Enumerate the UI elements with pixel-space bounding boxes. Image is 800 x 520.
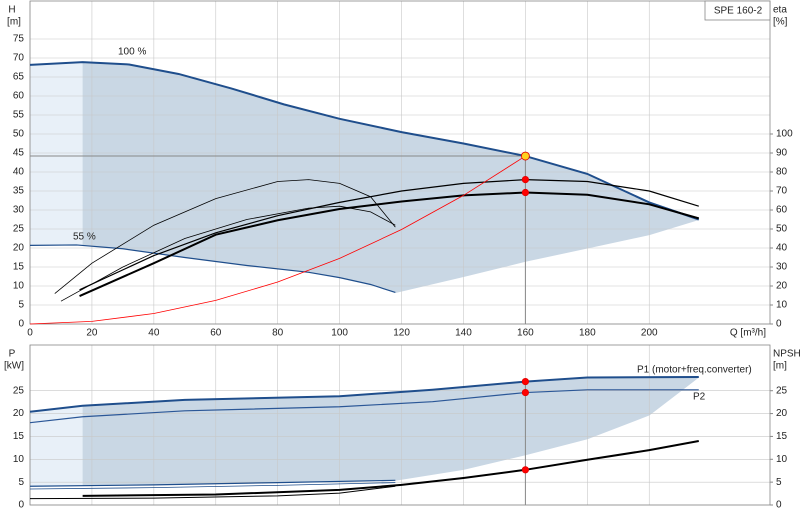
- title-box: [704, 0, 771, 21]
- curve-label: P2: [693, 392, 706, 403]
- y2-axis-label: NPSH: [773, 349, 800, 360]
- plot-frame: [29, 0, 771, 325]
- curve: [29, 389, 699, 424]
- area-edge: [395, 219, 699, 293]
- curve: [29, 479, 396, 487]
- y-tick-label: 15: [13, 431, 25, 442]
- x-tick-label: 120: [393, 328, 410, 339]
- duty-point: [521, 466, 529, 474]
- x-tick-label: 140: [455, 328, 472, 339]
- x-tick-label: 20: [86, 328, 98, 339]
- y2-tick-label: 25: [776, 385, 788, 396]
- y-tick-label: 60: [13, 91, 25, 102]
- y-tick-label: 65: [13, 72, 25, 83]
- y-tick-label: 50: [13, 129, 25, 140]
- duty-point: [521, 377, 529, 386]
- y-tick-label: 70: [13, 53, 25, 64]
- curve: [29, 61, 700, 221]
- y-tick-label: 5: [18, 300, 24, 311]
- duty-point: [520, 151, 530, 161]
- x-tick-label: 60: [210, 328, 222, 339]
- y2-tick-label: 20: [776, 408, 788, 419]
- x-tick-label: 160: [517, 328, 534, 339]
- curve: [29, 482, 396, 490]
- x-tick-label: 100: [331, 328, 348, 339]
- y-axis-unit: [m]: [7, 17, 21, 28]
- y2-axis-label: eta: [773, 5, 787, 16]
- curve: [82, 440, 699, 497]
- x-axis-label: Q [m³/h]: [730, 328, 766, 339]
- y2-tick-label: 80: [776, 167, 788, 178]
- y-tick-label: 20: [13, 243, 25, 254]
- y2-tick-label: 50: [776, 224, 788, 235]
- y2-tick-label: 15: [776, 431, 788, 442]
- x-tick-label: 0: [27, 328, 33, 339]
- y2-tick-label: 10: [776, 300, 788, 311]
- x-tick-label: 80: [272, 328, 284, 339]
- y-tick-label: 20: [13, 408, 25, 419]
- curve: [60, 205, 396, 302]
- chart-title: SPE 160-2: [714, 6, 763, 17]
- operating-area: [82, 377, 699, 486]
- y-tick-label: 5: [18, 477, 24, 488]
- y-tick-label: 10: [13, 281, 25, 292]
- y-tick-label: 35: [13, 186, 25, 197]
- x-tick-label: 180: [579, 328, 596, 339]
- y2-tick-label: 60: [776, 205, 788, 216]
- y-axis-unit: [kW]: [4, 361, 24, 372]
- curve: [29, 244, 396, 294]
- duty-point: [521, 188, 529, 197]
- curve: [29, 376, 699, 413]
- y2-tick-label: 40: [776, 243, 788, 254]
- y2-tick-label: 90: [776, 148, 788, 159]
- y-tick-label: 0: [18, 500, 24, 511]
- y-tick-label: 0: [18, 319, 24, 330]
- y-tick-label: 25: [13, 224, 25, 235]
- curve-label: 55 %: [73, 232, 96, 243]
- area-edge: [395, 376, 700, 481]
- y2-tick-label: 20: [776, 281, 788, 292]
- y-tick-label: 40: [13, 167, 25, 178]
- y-tick-label: 15: [13, 262, 25, 273]
- curve: [79, 191, 700, 297]
- y2-axis-unit: [%]: [773, 17, 788, 28]
- y-tick-label: 10: [13, 454, 25, 465]
- duty-point: [521, 176, 529, 184]
- y-tick-label: 30: [13, 205, 25, 216]
- y-tick-label: 25: [13, 385, 25, 396]
- y2-axis-unit: [m]: [773, 361, 787, 372]
- y2-tick-label: 0: [776, 500, 782, 511]
- curve-label: P1 (motor+freq.converter): [637, 365, 752, 376]
- y-tick-label: 55: [13, 110, 25, 121]
- y2-tick-label: 70: [776, 186, 788, 197]
- curve-label: 100 %: [118, 47, 146, 58]
- y2-tick-label: 10: [776, 454, 788, 465]
- curve: [29, 485, 396, 500]
- x-tick-label: 200: [641, 328, 658, 339]
- curve: [29, 155, 526, 325]
- curve: [54, 179, 396, 294]
- y-tick-label: 45: [13, 148, 25, 159]
- operating-area: [82, 62, 699, 293]
- duty-point: [521, 388, 529, 397]
- y-axis-label: P: [9, 349, 16, 360]
- x-tick-label: 40: [148, 328, 160, 339]
- y2-tick-label: 100: [776, 129, 793, 140]
- y2-tick-label: 0: [776, 319, 782, 330]
- curve: [79, 178, 699, 291]
- y2-tick-label: 30: [776, 262, 788, 273]
- y-tick-label: 75: [13, 34, 25, 45]
- y-axis-label: H: [8, 5, 15, 16]
- y2-tick-label: 5: [776, 477, 782, 488]
- plot-frame: [29, 344, 771, 506]
